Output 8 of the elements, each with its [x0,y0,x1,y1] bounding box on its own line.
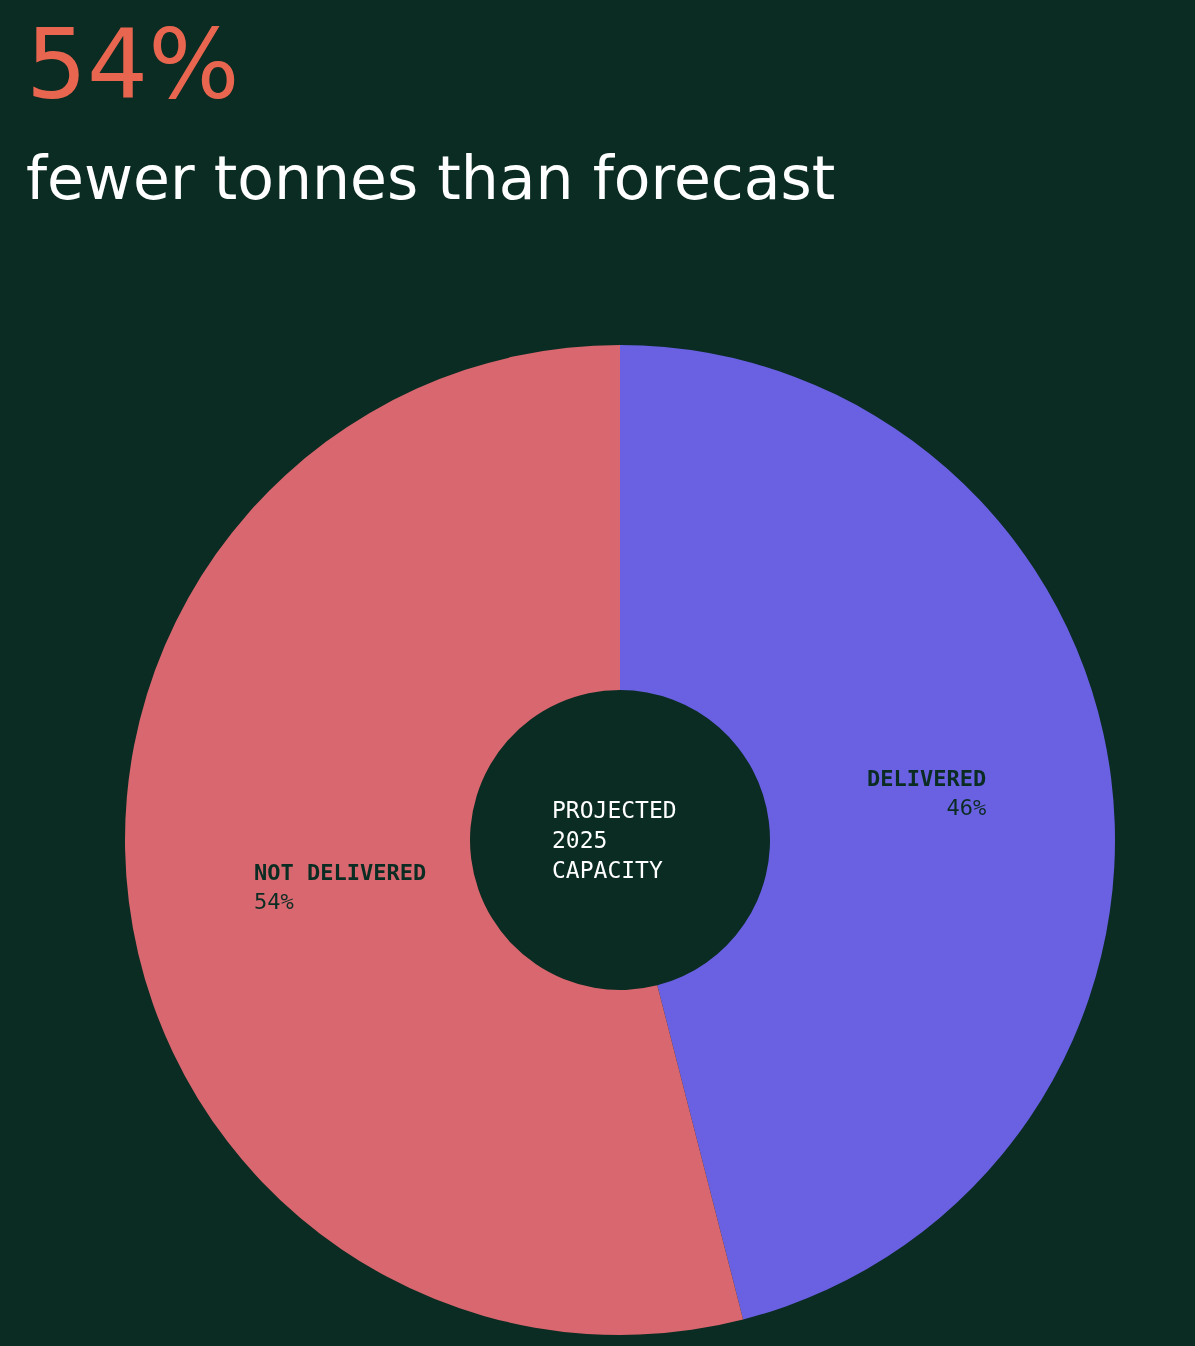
chart-subtitle: fewer tonnes than forecast [26,143,836,213]
data-label: 46% [946,794,987,820]
text: PROJECTED 2025 CAPACITY [552,797,677,883]
data-label: 54% [254,888,294,914]
slice-label: NOT DELIVERED [254,860,427,885]
donut-slice [125,345,744,1335]
slice-label: DELIVERED [867,766,987,791]
chart-title: 54% [26,9,240,121]
